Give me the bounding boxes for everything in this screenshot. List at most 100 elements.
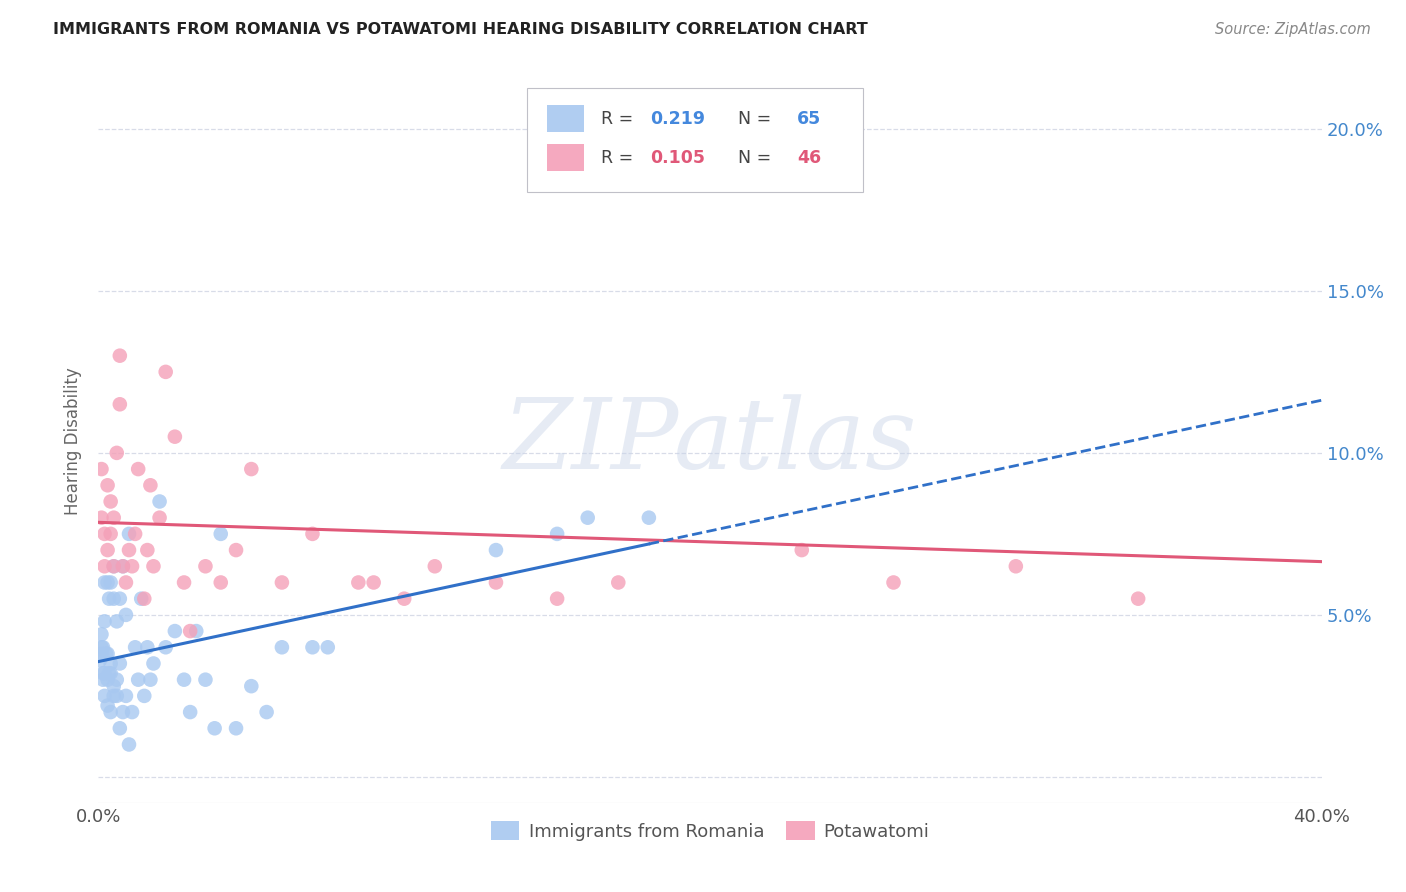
- Point: [139, 478, 162, 492]
- Point: [155, 365, 177, 379]
- Point: [134, 689, 156, 703]
- Point: [97, 575, 120, 590]
- Point: [607, 575, 630, 590]
- Point: [270, 575, 292, 590]
- Point: [91, 673, 114, 687]
- Text: 0.219: 0.219: [650, 110, 704, 128]
- Point: [136, 543, 159, 558]
- Point: [90, 647, 112, 661]
- Point: [108, 397, 131, 411]
- Point: [883, 575, 905, 590]
- Point: [186, 624, 208, 638]
- Point: [194, 559, 217, 574]
- Point: [103, 679, 125, 693]
- Point: [103, 591, 125, 606]
- Point: [89, 653, 111, 667]
- Point: [790, 543, 813, 558]
- Point: [103, 510, 125, 524]
- Point: [546, 591, 568, 606]
- Point: [134, 591, 156, 606]
- Point: [98, 591, 121, 606]
- FancyBboxPatch shape: [526, 87, 863, 193]
- Point: [485, 575, 508, 590]
- Point: [100, 705, 122, 719]
- Point: [256, 705, 278, 719]
- Point: [699, 154, 721, 169]
- Point: [108, 591, 131, 606]
- Point: [108, 721, 131, 735]
- Text: IMMIGRANTS FROM ROMANIA VS POTAWATOMI HEARING DISABILITY CORRELATION CHART: IMMIGRANTS FROM ROMANIA VS POTAWATOMI HE…: [53, 22, 868, 37]
- Point: [97, 698, 120, 713]
- Point: [127, 462, 149, 476]
- Point: [240, 679, 263, 693]
- Point: [240, 462, 263, 476]
- FancyBboxPatch shape: [547, 105, 583, 132]
- Point: [91, 666, 114, 681]
- Point: [149, 510, 172, 524]
- Point: [121, 705, 143, 719]
- Point: [115, 607, 138, 622]
- Point: [225, 543, 247, 558]
- Text: 46: 46: [797, 149, 821, 167]
- Point: [98, 666, 121, 681]
- Point: [97, 478, 120, 492]
- Point: [93, 615, 115, 629]
- Point: [100, 494, 122, 508]
- Text: R =: R =: [602, 110, 638, 128]
- Point: [100, 527, 122, 541]
- Point: [136, 640, 159, 655]
- Point: [105, 615, 128, 629]
- Point: [270, 640, 292, 655]
- Point: [173, 673, 195, 687]
- Point: [90, 462, 112, 476]
- Point: [155, 640, 177, 655]
- Point: [93, 689, 115, 703]
- Point: [100, 575, 122, 590]
- Point: [124, 640, 146, 655]
- Text: N =: N =: [727, 110, 778, 128]
- Point: [204, 721, 226, 735]
- Point: [423, 559, 446, 574]
- Point: [637, 510, 661, 524]
- Point: [118, 738, 141, 752]
- Point: [90, 640, 112, 655]
- Point: [209, 527, 232, 541]
- Point: [127, 673, 149, 687]
- Legend: Immigrants from Romania, Potawatomi: Immigrants from Romania, Potawatomi: [484, 814, 936, 848]
- Point: [93, 575, 115, 590]
- Point: [485, 543, 508, 558]
- Point: [100, 657, 122, 671]
- Point: [1004, 559, 1026, 574]
- Point: [91, 640, 114, 655]
- Point: [90, 510, 112, 524]
- Point: [1128, 591, 1150, 606]
- Point: [392, 591, 416, 606]
- Text: Source: ZipAtlas.com: Source: ZipAtlas.com: [1215, 22, 1371, 37]
- Text: R =: R =: [602, 149, 638, 167]
- Point: [103, 559, 125, 574]
- Point: [118, 543, 141, 558]
- Point: [94, 647, 117, 661]
- Point: [93, 666, 115, 681]
- Point: [225, 721, 247, 735]
- Point: [97, 543, 120, 558]
- Text: 0.105: 0.105: [650, 149, 704, 167]
- Point: [301, 640, 323, 655]
- Point: [173, 575, 195, 590]
- Point: [108, 657, 131, 671]
- Point: [105, 689, 128, 703]
- Point: [301, 527, 323, 541]
- Text: ZIPatlas: ZIPatlas: [503, 394, 917, 489]
- Point: [105, 673, 128, 687]
- Text: N =: N =: [727, 149, 778, 167]
- Point: [103, 689, 125, 703]
- Point: [93, 527, 115, 541]
- Point: [121, 559, 143, 574]
- Point: [111, 705, 134, 719]
- Point: [97, 647, 120, 661]
- Point: [100, 666, 122, 681]
- Point: [93, 559, 115, 574]
- Point: [142, 559, 165, 574]
- Point: [363, 575, 385, 590]
- Point: [90, 627, 112, 641]
